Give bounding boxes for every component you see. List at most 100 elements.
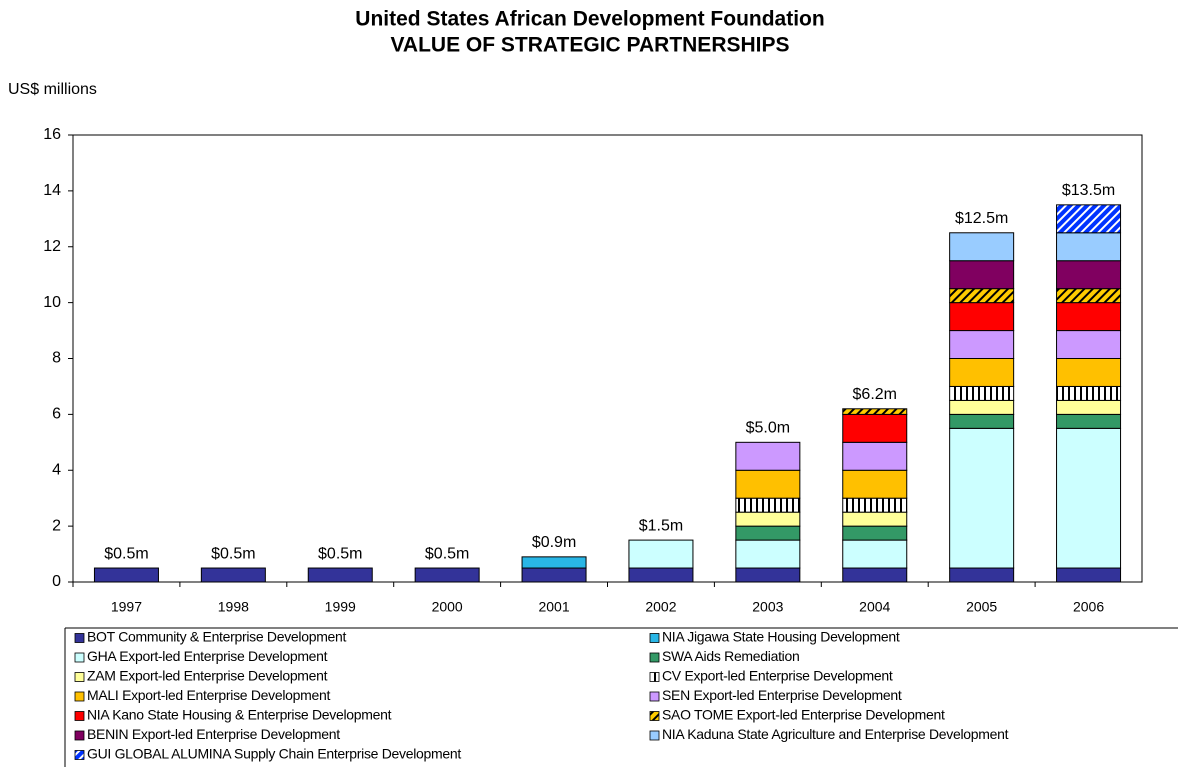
bar-segment [1056,358,1122,387]
legend-swatch [74,691,85,702]
bar-segment [735,511,801,527]
y-tick-label: 16 [43,126,61,143]
legend-swatch [649,672,660,682]
y-tick-label: 12 [43,238,61,255]
bar-segment [735,567,801,583]
bar-segment [414,567,480,583]
x-tick-label: 1997 [111,599,142,615]
legend-label: NIA Jigawa State Housing Development [662,629,900,645]
total-label: $0.9m [532,534,576,551]
bar-segment [949,330,1015,359]
bar-segment [1056,302,1122,332]
y-tick-label: 14 [43,182,61,199]
bar-segment [842,441,908,471]
legend-label: SAO TOME Export-led Enterprise Developme… [662,707,945,723]
bar-segment [949,232,1015,262]
bar-segment [1056,399,1122,415]
bar-segment [521,556,587,569]
bar-segment [1056,260,1122,290]
bar-segment [842,525,908,541]
legend-swatch [74,750,85,760]
bar-segment [842,511,908,527]
x-tick-label: 2002 [645,599,676,615]
legend-swatch [74,633,85,643]
bar-segment [842,413,908,443]
bar-segment [735,497,801,513]
x-tick-label: 2005 [966,599,997,615]
bar-segment [1056,232,1122,262]
bar-segment [93,567,159,583]
y-tick-label: 10 [43,294,61,311]
bar-segment [949,302,1015,332]
bar-segment [842,567,908,583]
total-label: $12.5m [955,210,1008,227]
y-tick-label: 0 [52,573,61,590]
total-label: $0.5m [425,545,469,562]
bar-segment [842,469,908,499]
legend-swatch [74,730,85,741]
legend-swatch [74,652,85,663]
bar-segment [521,567,587,583]
bar-segment [628,539,694,569]
bar-segment [1056,413,1122,429]
total-label: $0.5m [104,545,148,562]
bar-segment [735,525,801,541]
x-tick-label: 2003 [752,599,783,615]
bar-segment [949,385,1015,401]
y-tick-label: 8 [52,350,61,367]
chart-subtitle: VALUE OF STRATEGIC PARTNERSHIPS [390,34,789,57]
bar-segment [200,567,266,583]
bar-segment [1056,330,1122,359]
legend-label: SWA Aids Remediation [662,648,799,664]
bar-segment [949,260,1015,290]
bar-segment [1056,385,1122,401]
legend-label: BOT Community & Enterprise Development [87,629,347,645]
total-label: $13.5m [1062,182,1115,199]
legend-swatch [649,711,660,721]
bar-segment [1056,288,1122,304]
legend-swatch [74,672,85,682]
bar-segment [1056,204,1122,234]
legend-swatch [649,633,660,643]
legend-label: SEN Export-led Enterprise Development [662,687,902,703]
legend-swatch [649,730,660,741]
bar-segment [735,469,801,499]
legend-label: BENIN Export-led Enterprise Development [87,726,340,742]
x-tick-label: 2000 [432,599,463,615]
total-label: $5.0m [746,420,790,437]
bar-segment [949,358,1015,387]
bar-segment [307,567,373,583]
bar-segment [842,539,908,569]
legend-label: MALI Export-led Enterprise Development [87,687,330,703]
total-label: $0.5m [318,545,362,562]
bar-segment [949,413,1015,429]
legend-label: CV Export-led Enterprise Development [662,668,893,684]
bar-segment [949,399,1015,415]
legend-swatch [649,652,660,663]
x-tick-label: 1998 [218,599,249,615]
legend-swatch [649,691,660,702]
bar-segment [949,427,1015,569]
legend-label: ZAM Export-led Enterprise Development [87,668,328,684]
x-tick-label: 1999 [325,599,356,615]
bar-segment [628,567,694,583]
chart-title: United States African Development Founda… [355,8,824,31]
legend-swatch [74,711,85,721]
bar-segment [735,441,801,471]
legend-label: GHA Export-led Enterprise Development [87,648,328,664]
total-label: $6.2m [853,386,897,403]
y-tick-label: 4 [52,461,61,478]
total-label: $0.5m [211,545,255,562]
total-label: $1.5m [639,517,683,534]
bar-segment [1056,427,1122,569]
y-tick-label: 2 [52,517,61,534]
legend-label: NIA Kano State Housing & Enterprise Deve… [87,707,392,723]
x-tick-label: 2006 [1073,599,1104,615]
legend-label: GUI GLOBAL ALUMINA Supply Chain Enterpri… [87,746,461,762]
bar-segment [842,497,908,513]
x-tick-label: 2001 [538,599,569,615]
bar-segment [735,539,801,569]
y-tick-label: 6 [52,406,61,423]
x-tick-label: 2004 [859,599,890,615]
